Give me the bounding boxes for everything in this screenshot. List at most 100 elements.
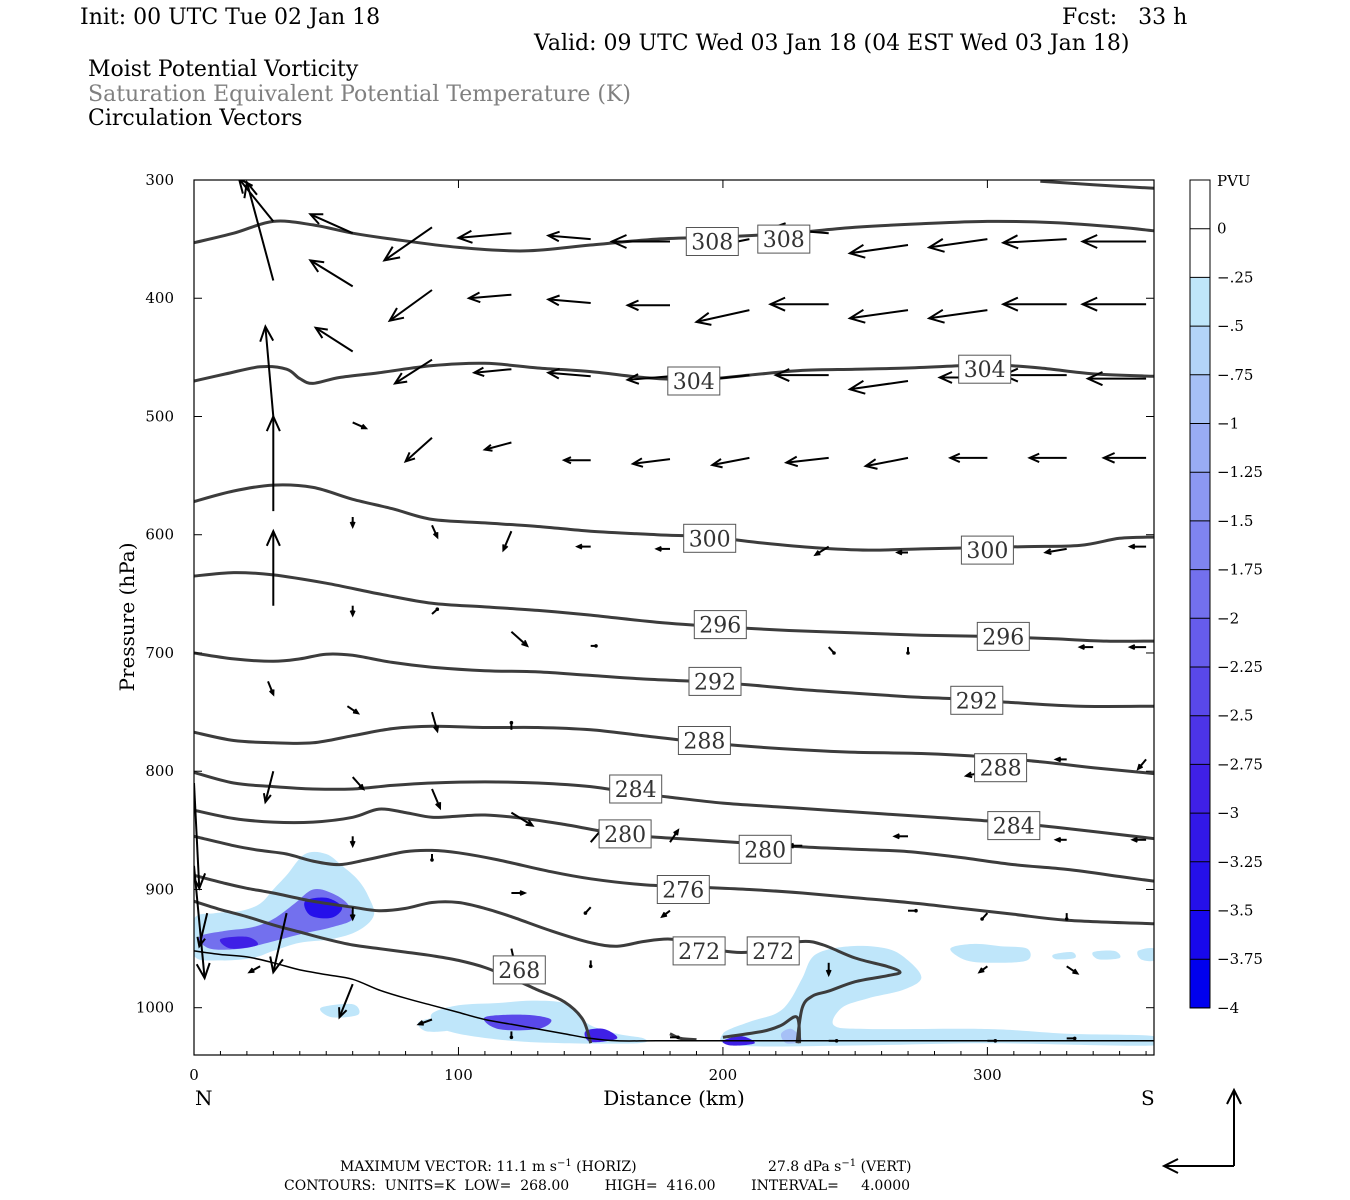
- colorbar-label: −1.25: [1217, 463, 1263, 481]
- circulation-vector: [349, 836, 356, 849]
- circulation-vector: [588, 960, 593, 969]
- circulation-vector: [825, 962, 832, 978]
- svg-text:284: 284: [993, 815, 1035, 840]
- contour-label: 296: [976, 621, 1030, 651]
- theta-line: [1040, 180, 1154, 190]
- circulation-vector: [1027, 452, 1067, 464]
- circulation-vector: [349, 605, 356, 618]
- colorbar-unit: PVU: [1217, 172, 1251, 190]
- colorbar-label: −3.5: [1217, 902, 1253, 920]
- circulation-vector: [313, 326, 354, 353]
- theta-line: [194, 873, 902, 1044]
- contour-label: 300: [683, 523, 737, 553]
- circulation-vector: [892, 833, 908, 840]
- pv-patch: [219, 936, 259, 949]
- circulation-vector: [265, 414, 281, 512]
- colorbar-label: −.75: [1217, 366, 1253, 384]
- forecast-hour: Fcst: 33 h: [1062, 5, 1188, 30]
- colorbar-swatch: [1190, 180, 1210, 230]
- circulation-vector: [670, 1035, 680, 1040]
- svg-text:308: 308: [763, 228, 805, 253]
- circulation-vector: [1085, 371, 1147, 387]
- circulation-vector: [783, 455, 829, 468]
- reference-vector: [1161, 1087, 1242, 1174]
- circulation-vector: [1053, 756, 1067, 763]
- contour-label: 288: [974, 753, 1028, 783]
- colorbar-label: −.5: [1217, 317, 1244, 335]
- circulation-vector: [194, 865, 211, 981]
- end-label-north: N: [195, 1086, 213, 1110]
- theta-line: [194, 807, 1154, 883]
- circulation-vector: [346, 705, 361, 715]
- theta-line: [194, 899, 593, 1044]
- circulation-vector: [847, 379, 909, 395]
- circulation-vector: [625, 299, 670, 312]
- svg-text:288: 288: [980, 757, 1022, 782]
- svg-text:284: 284: [615, 778, 657, 803]
- max-vector-vert-tag: (VERT): [861, 1159, 912, 1175]
- circulation-vector: [511, 890, 528, 896]
- y-tick-label: 700: [145, 644, 174, 662]
- svg-text:268: 268: [498, 959, 540, 984]
- ground-line: [194, 950, 1154, 1042]
- colorbar-label: −2.75: [1217, 755, 1263, 773]
- y-tick-label: 800: [145, 762, 174, 780]
- svg-text:288: 288: [683, 730, 725, 755]
- contour-label: 268: [492, 955, 546, 985]
- circulation-vector: [308, 213, 354, 235]
- svg-text:272: 272: [678, 940, 720, 965]
- colorbar-label: −3: [1217, 804, 1239, 822]
- contour-label: 300: [960, 535, 1014, 565]
- circulation-vector: [625, 373, 671, 385]
- contour-label: 304: [958, 354, 1012, 384]
- pv-patch: [1137, 948, 1154, 962]
- colorbar-label: −2.25: [1217, 658, 1263, 676]
- circulation-vector: [1080, 234, 1147, 249]
- svg-text:296: 296: [699, 614, 741, 639]
- theta-line: [194, 834, 1154, 926]
- colorbar-label: −4: [1217, 999, 1239, 1017]
- circulation-vector: [980, 912, 989, 921]
- x-axis-title: Distance (km): [603, 1086, 745, 1110]
- contour-label: 308: [685, 227, 739, 256]
- circulation-vector: [509, 1031, 514, 1040]
- circulation-vector: [1066, 965, 1080, 975]
- circulation-vector: [609, 234, 670, 249]
- svg-text:304: 304: [964, 358, 1006, 383]
- circulation-vector: [1000, 296, 1067, 312]
- circulation-vector: [265, 528, 281, 606]
- x-tick-label: 0: [189, 1066, 199, 1084]
- circulation-vector: [863, 456, 909, 470]
- plot-frame: [193, 179, 1155, 1056]
- circulation-vector: [259, 324, 275, 417]
- colorbar-swatch: [1190, 520, 1210, 571]
- circulation-vector: [431, 711, 440, 734]
- circulation-vector: [351, 776, 365, 791]
- circulation-vector: [1127, 644, 1147, 651]
- field-title-vectors: Circulation Vectors: [88, 106, 303, 131]
- circulation-vector: [196, 912, 209, 949]
- circulation-vector: [269, 912, 288, 975]
- colorbar-label: 0: [1217, 220, 1227, 238]
- contour-labels: 308 308 304 304 300 300 296 296 292 292 288 288 284 2…: [492, 224, 1041, 985]
- theta-line: [194, 651, 1154, 708]
- svg-text:300: 300: [966, 539, 1008, 564]
- colorbar-swatch: [1190, 715, 1210, 765]
- contour-label: 284: [609, 774, 663, 804]
- contour-label: 292: [688, 666, 742, 696]
- circulation-vector: [654, 545, 670, 552]
- svg-text:276: 276: [662, 879, 704, 904]
- circulation-vector: [1130, 836, 1147, 843]
- valid-time: Valid: 09 UTC Wed 03 Jan 18 (04 EST Wed …: [534, 31, 1130, 56]
- circulation-vector: [709, 456, 750, 469]
- colorbar-label: −1.5: [1217, 512, 1253, 530]
- surface-line: [194, 950, 1154, 1042]
- circulation-vector: [509, 720, 514, 730]
- circulation-vector: [977, 965, 988, 974]
- colorbar-label: −.25: [1217, 268, 1253, 286]
- circulation-vector: [575, 543, 591, 550]
- svg-text:292: 292: [956, 689, 998, 714]
- circulation-vector: [387, 289, 433, 323]
- contour-label: 304: [667, 366, 721, 396]
